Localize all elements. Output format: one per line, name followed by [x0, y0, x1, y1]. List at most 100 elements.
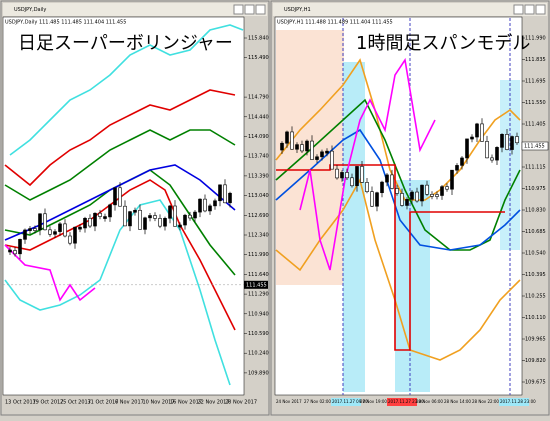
candle: [285, 131, 289, 144]
candle: [490, 157, 494, 161]
x-label-highlight: [499, 398, 529, 406]
y-tick-label: 110.830: [525, 208, 546, 214]
candle: [138, 209, 142, 230]
y-tick-label: 111.115: [525, 165, 546, 171]
candle: [173, 205, 177, 227]
x-tick-label: 2017.11.28 23:00: [500, 399, 536, 404]
y-tick-label: 113.390: [248, 173, 269, 179]
candle: [295, 144, 299, 150]
candle: [43, 213, 47, 231]
band: [275, 177, 521, 361]
y-tick-label: 112.690: [248, 213, 269, 219]
candle: [480, 123, 484, 142]
candle: [163, 217, 167, 227]
y-tick-label: 111.990: [248, 252, 269, 258]
y-tick-label: 115.490: [248, 55, 269, 61]
y-tick-label: 113.040: [248, 193, 269, 199]
candle: [103, 216, 107, 219]
candle: [370, 191, 374, 207]
candle: [500, 134, 504, 148]
candle: [350, 177, 354, 187]
right-candles: [280, 118, 519, 212]
candle: [188, 214, 192, 219]
candle: [345, 172, 349, 179]
candle: [33, 228, 37, 231]
candle: [315, 156, 319, 160]
candle: [118, 187, 122, 207]
candle: [23, 229, 27, 240]
right-caption: 1時間足スパンモデル: [356, 33, 530, 54]
candle: [335, 168, 339, 179]
left-window-buttons[interactable]: [233, 4, 266, 15]
candle: [13, 250, 17, 255]
band: [4, 89, 236, 187]
candle: [183, 214, 187, 226]
candle: [78, 226, 82, 230]
x-tick-label: 16 Nov 2017: [170, 400, 202, 406]
candle: [400, 193, 404, 206]
candle: [228, 192, 232, 204]
candle: [375, 192, 379, 207]
x-tick-label: 19 Oct 2017: [33, 400, 64, 406]
band: [9, 24, 244, 156]
candle: [280, 142, 284, 151]
lagging-line: [299, 57, 436, 271]
span-line: [276, 164, 505, 351]
price-box: [521, 141, 549, 151]
candle: [430, 194, 434, 197]
right-info: USDJPY,H1 111.488 111.489 111.404 111.45…: [277, 20, 393, 26]
y-tick-label: 110.590: [248, 331, 269, 337]
band: [4, 129, 236, 201]
candle: [515, 136, 519, 144]
candle: [415, 191, 419, 202]
y-tick-label: 115.840: [248, 36, 269, 42]
y-tick-label: 111.990: [525, 36, 546, 42]
right-window-buttons[interactable]: [513, 4, 546, 15]
highlight: [343, 62, 365, 392]
candle: [355, 166, 359, 187]
candle: [300, 144, 304, 152]
y-tick-label: 110.110: [525, 315, 546, 321]
candle: [48, 229, 52, 235]
x-tick-label: 13 Oct 2017: [5, 400, 36, 406]
left-window-title: USDJPY,Daily: [14, 7, 46, 13]
candle: [158, 218, 162, 227]
y-tick-label: 111.290: [248, 292, 269, 298]
y-tick-label: 110.240: [248, 351, 269, 357]
y-tick-label: 109.820: [525, 358, 546, 364]
candle: [63, 223, 67, 237]
y-tick-label: 111.405: [525, 122, 546, 128]
candle: [485, 141, 489, 159]
x-label-highlight: [387, 398, 417, 406]
left-titlebar: [3, 3, 267, 16]
x-tick-label: 6 Nov 2017: [115, 400, 144, 406]
y-tick-label: 111.550: [525, 100, 546, 106]
candle: [73, 226, 77, 244]
candle: [320, 151, 324, 158]
y-tick-label: 113.740: [248, 154, 269, 160]
candle: [450, 169, 454, 190]
x-tick-label: 28 Nov 22:00: [472, 399, 499, 404]
candle: [465, 138, 469, 159]
candle: [113, 187, 117, 206]
current-price: 111.455: [246, 282, 267, 288]
candle: [475, 123, 479, 138]
candle: [395, 188, 399, 194]
candle: [495, 147, 499, 161]
x-tick-label: 28 Nov 06:00: [416, 399, 443, 404]
candle: [143, 217, 147, 230]
candle: [310, 140, 314, 160]
y-tick-label: 114.090: [248, 134, 269, 140]
y-tick-label: 114.790: [248, 95, 269, 101]
y-tick-label: 110.940: [248, 311, 269, 317]
candle: [390, 174, 394, 189]
candle: [455, 165, 459, 171]
x-tick-label: 28 Nov 14:00: [444, 399, 471, 404]
candle: [58, 223, 62, 232]
price-box: [244, 280, 268, 289]
candle: [193, 211, 197, 219]
candle: [28, 228, 32, 231]
candle: [148, 215, 152, 219]
candle: [410, 191, 414, 200]
